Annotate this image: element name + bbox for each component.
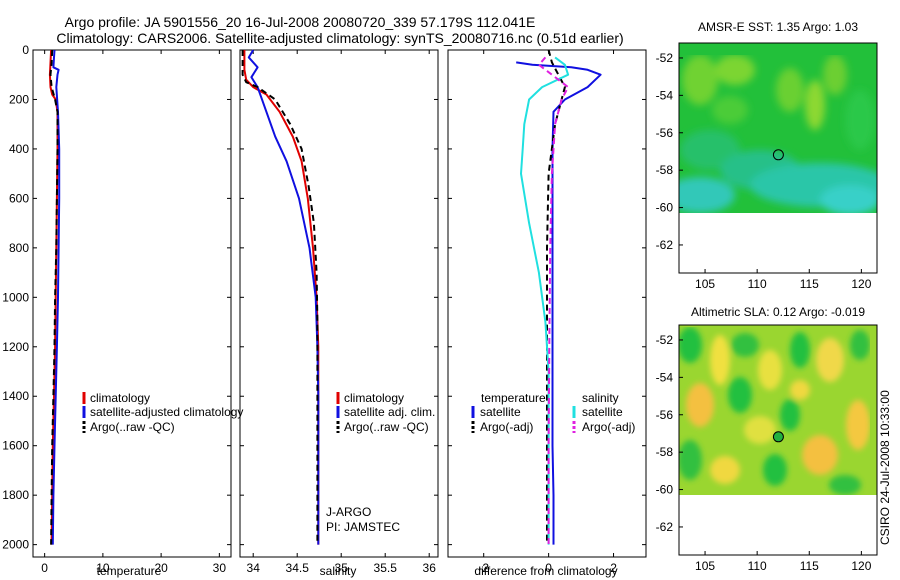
figure-title-line2: Climatology: CARS2006. Satellite-adjuste… [56,30,623,46]
lon-tick-label: 120 [851,277,871,291]
lat-tick-label: -62 [656,520,674,534]
legend-label-temp-argo: Argo(-adj) [480,420,533,434]
depth-tick-label: 1800 [2,488,29,502]
depth-tick-label: 2000 [2,538,29,552]
sla-map-ticks: 105 110 115 120 -52 -54 -56 -58 -60 -62 [656,333,872,573]
depth-tick-label: 0 [22,43,29,57]
depth-tick-label: 1400 [2,389,29,403]
sst-map-frame [678,42,878,274]
depth-tick-label: 200 [9,92,29,106]
x-tick-label: 0 [41,561,48,575]
depth-tick-label: 1600 [2,439,29,453]
legend-label-climatology: climatology [90,391,150,405]
sst-heatmap [679,43,877,213]
temperature-panel-frame [32,49,232,558]
argo-position-marker [772,149,784,161]
series-line-argo-raw-qc- [49,49,59,545]
lat-tick-label: -58 [656,445,674,459]
legend-label-sal-satellite: satellite [582,405,623,419]
difference-legend: temperature satellite Argo(-adj) salinit… [471,391,635,434]
lat-tick-label: -52 [656,51,674,65]
legend-label-temp-satellite: satellite [480,405,521,419]
lon-tick-label: 115 [800,559,819,573]
figure-title-line1: Argo profile: JA 5901556_20 16-Jul-2008 … [65,14,536,30]
series-line-temperature-satellite [516,61,602,545]
annotation-pi: PI: JAMSTEC [326,520,400,534]
x-tick-label: 20 [154,561,168,575]
sla-heatmap [679,325,877,495]
legend-label-satellite-adjusted: satellite-adjusted climatology [90,405,243,419]
lat-tick-label: -60 [656,201,674,215]
lon-tick-label: 110 [748,559,767,573]
lon-tick-label: 115 [800,277,819,291]
salinity-axis-label: salinity [320,564,357,578]
series-line-salinity-argo-adj- [537,56,570,545]
salinity-legend: climatology satellite adj. clim. Argo(..… [326,391,435,534]
x-tick-label: 2 [610,561,617,575]
x-tick-label: 30 [213,561,227,575]
profile-series [48,49,602,545]
lat-tick-label: -56 [656,408,674,422]
lon-tick-label: 120 [851,559,871,573]
x-tick-label: -2 [478,561,489,575]
lat-tick-label: -52 [656,333,674,347]
x-tick-label: 10 [96,561,110,575]
lat-tick-label: -54 [656,88,674,102]
argo-position-marker [772,431,784,443]
legend-header-salinity: salinity [582,391,619,405]
x-tick-label: 34 [247,561,261,575]
x-tick-label: 35 [335,561,349,575]
x-tick-label: 34.5 [286,561,310,575]
salinity-panel-frame [239,49,439,558]
lat-tick-label: -60 [656,483,674,497]
sla-map-frame [678,324,878,556]
lat-tick-label: -54 [656,370,674,384]
sst-map-title: AMSR-E SST: 1.35 Argo: 1.03 [698,20,858,34]
legend-label-sal-argo: Argo(-adj) [582,420,635,434]
annotation-program: J-ARGO [326,505,371,519]
side-credit-label: CSIRO 24-Jul-2008 10:33:00 [878,390,892,545]
sla-map-title: Altimetric SLA: 0.12 Argo: -0.019 [691,305,865,319]
lat-tick-label: -58 [656,163,674,177]
legend-label-argo: Argo(..raw -QC) [90,420,175,434]
x-tick-label: 35.5 [374,561,398,575]
legend-label-satellite-adj: satellite adj. clim. [344,405,435,419]
depth-tick-label: 400 [9,142,29,156]
temperature-axis-label: temperature [97,564,162,578]
depth-tick-label: 600 [9,191,29,205]
series-line-satellite-adjusted-climatology [51,49,61,545]
lat-tick-label: -62 [656,238,674,252]
depth-tick-label: 1200 [2,340,29,354]
series-line-salinity-satellite [520,56,570,545]
temperature-legend: climatology satellite-adjusted climatolo… [82,391,243,434]
depth-tick-label: 800 [9,241,29,255]
sst-map-ticks: 105 110 115 120 -52 -54 -56 -58 -60 -62 [656,51,872,291]
depth-tick-label: 1000 [2,290,29,304]
series-line-climatology [243,50,320,545]
series-line-satellite-adj-clim- [247,49,320,545]
x-tick-label: 36 [423,561,437,575]
lon-tick-label: 110 [748,277,767,291]
legend-label-climatology: climatology [344,391,404,405]
lon-tick-label: 105 [695,559,715,573]
series-line-argo-raw-qc- [241,50,319,545]
difference-axis-label: difference from climatology [474,564,617,578]
lat-tick-label: -56 [656,126,674,140]
legend-label-argo: Argo(..raw -QC) [344,420,429,434]
difference-panel-frame [447,49,647,558]
legend-header-temperature: temperature [481,391,546,405]
x-tick-label: 0 [545,561,552,575]
lon-tick-label: 105 [695,277,715,291]
series-line-temperature-argo-adj- [546,49,566,545]
